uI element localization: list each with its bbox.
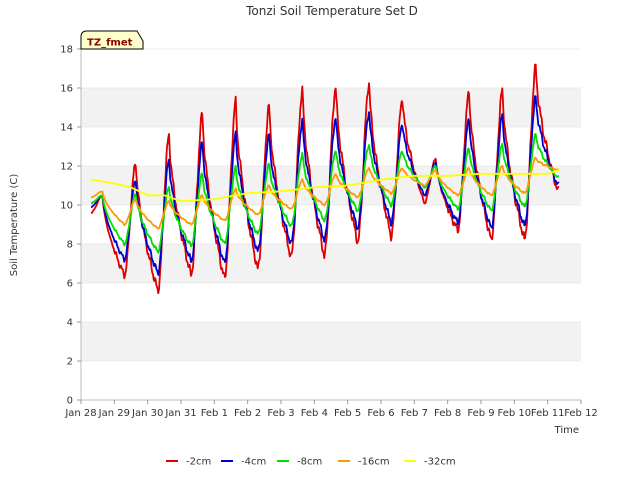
y-tick-label: 14 xyxy=(60,123,73,134)
x-tick-label: Feb 9 xyxy=(467,408,494,419)
x-tick-label: Feb 4 xyxy=(301,408,328,419)
x-tick-label: Jan 31 xyxy=(164,408,196,419)
legend-label: -4cm xyxy=(241,457,266,468)
series-line-4cm xyxy=(90,95,560,276)
axes xyxy=(80,49,581,401)
y-tick-label: 18 xyxy=(60,45,73,56)
y-tick-label: 4 xyxy=(67,318,73,329)
legend-label: -32cm xyxy=(424,457,456,468)
y-tick-label: 10 xyxy=(60,201,73,212)
y-tick-label: 0 xyxy=(67,396,73,407)
legend: -2cm -4cm -8cm -16cm -32cm xyxy=(166,457,456,468)
x-tick-label: Feb 5 xyxy=(334,408,361,419)
x-tick-label: Feb 10 xyxy=(498,408,532,419)
x-tick-label: Feb 7 xyxy=(401,408,428,419)
x-tick-label: Feb 2 xyxy=(234,408,261,419)
series-line-32cm xyxy=(90,169,560,202)
grid-band xyxy=(81,322,581,361)
x-axis-title: Time xyxy=(554,425,579,436)
x-tick-label: Jan 30 xyxy=(131,408,163,419)
x-tick-label: Feb 11 xyxy=(531,408,565,419)
y-tick-label: 12 xyxy=(60,162,73,173)
chart-title: Tonzi Soil Temperature Set D xyxy=(245,4,418,18)
x-tick-label: Feb 12 xyxy=(564,408,598,419)
y-axis-title: Soil Temperature (C) xyxy=(9,174,20,277)
grid-band xyxy=(81,88,581,127)
y-tick-labels: 0 2 4 6 8 10 12 14 16 18 xyxy=(60,45,81,407)
badge-label: TZ_fmet xyxy=(87,38,133,49)
legend-label: -8cm xyxy=(297,457,322,468)
x-tick-label: Feb 3 xyxy=(267,408,294,419)
legend-label: -2cm xyxy=(186,457,211,468)
y-tick-label: 6 xyxy=(67,279,73,290)
x-tick-label: Feb 8 xyxy=(434,408,461,419)
series-line-16cm xyxy=(90,156,560,230)
series-lines xyxy=(90,63,560,295)
grid-band xyxy=(81,244,581,283)
x-tick-label: Feb 1 xyxy=(201,408,228,419)
series-line-8cm xyxy=(90,133,560,254)
y-tick-label: 16 xyxy=(60,84,73,95)
x-tick-labels: Jan 28 Jan 29 Jan 30 Jan 31 Feb 1 Feb 2 Feb 3 F… xyxy=(64,400,598,419)
y-tick-label: 8 xyxy=(67,240,73,251)
legend-label: -16cm xyxy=(358,457,390,468)
y-tick-label: 2 xyxy=(67,357,73,368)
x-tick-label: Jan 28 xyxy=(64,408,96,419)
badge-box xyxy=(80,30,144,50)
x-tick-label: Feb 6 xyxy=(367,408,394,419)
x-tick-label: Jan 29 xyxy=(98,408,130,419)
site-badge: TZ_fmet xyxy=(80,30,144,50)
